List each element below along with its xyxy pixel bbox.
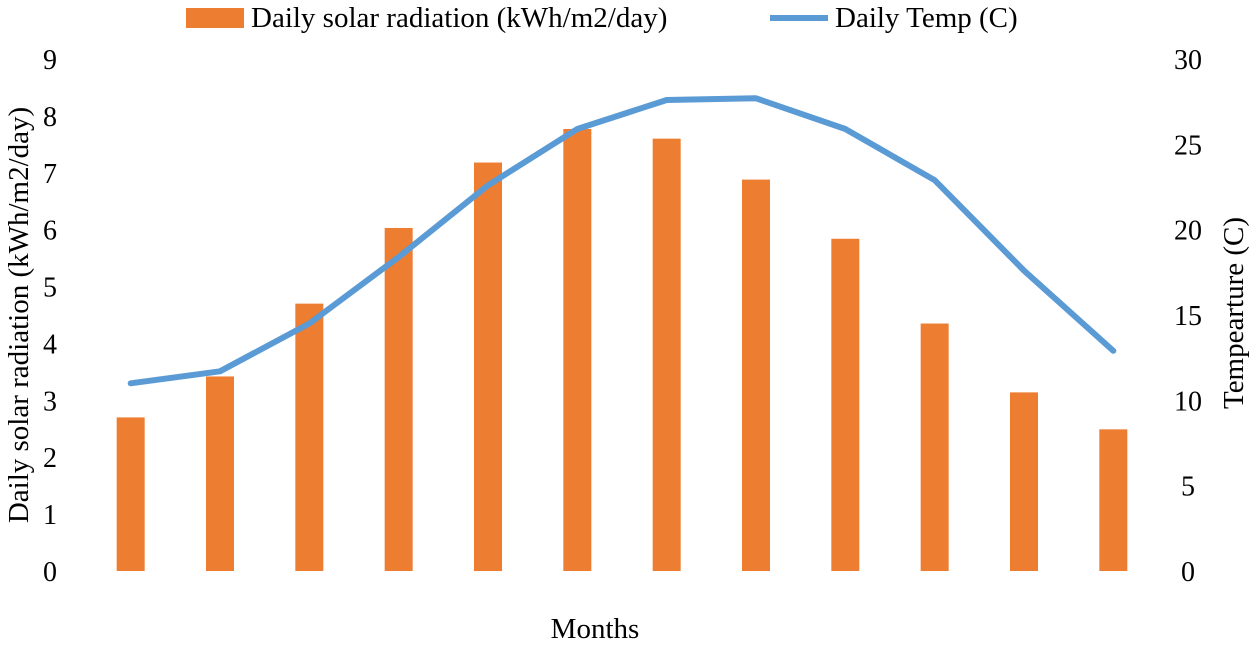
y-axis-left-title: Daily solar radiation (kWh/m2/day) — [3, 107, 35, 523]
y-left-tick-label: 5 — [43, 273, 57, 304]
y-left-tick-label: 2 — [43, 443, 57, 474]
x-axis-title: Months — [551, 613, 640, 645]
bar-solar-radiation — [295, 303, 324, 571]
y-left-tick-label: 0 — [43, 557, 57, 588]
bar-solar-radiation — [831, 238, 860, 571]
bar-solar-radiation — [920, 323, 949, 571]
y-left-tick-label: 6 — [43, 216, 57, 247]
y-right-tick-label: 10 — [1174, 386, 1202, 417]
y-right-tick-label: 0 — [1181, 557, 1195, 588]
y-left-tick-label: 7 — [43, 159, 57, 190]
right-axis-ticks: 0 5 10 15 20 25 30 — [1174, 45, 1202, 588]
y-right-tick-label: 5 — [1181, 472, 1195, 503]
y-right-tick-label: 30 — [1174, 45, 1202, 76]
bar-solar-radiation — [742, 179, 770, 572]
left-axis-ticks: 0 1 2 3 4 5 6 7 8 9 — [43, 45, 57, 588]
bar-solar-radiation — [652, 138, 681, 571]
y-axis-right-title: Tempearture (C) — [1218, 217, 1250, 409]
y-left-tick-label: 9 — [43, 45, 57, 76]
y-left-tick-label: 3 — [43, 386, 57, 417]
solar-radiation-bars — [116, 128, 1128, 572]
bar-solar-radiation — [1099, 429, 1128, 571]
legend-label-solar-radiation: Daily solar radiation (kWh/m2/day) — [251, 2, 667, 34]
bar-solar-radiation — [384, 227, 413, 571]
y-right-tick-label: 25 — [1174, 130, 1202, 161]
bar-solar-radiation — [206, 376, 234, 571]
y-right-tick-label: 20 — [1174, 216, 1202, 247]
bar-solar-radiation — [1010, 392, 1038, 571]
legend-label-temperature: Daily Temp (C) — [835, 2, 1018, 34]
y-left-tick-label: 8 — [43, 102, 57, 133]
bar-solar-radiation — [563, 128, 592, 571]
bar-solar-radiation — [474, 162, 502, 571]
legend-swatch-solar-radiation — [186, 8, 244, 28]
y-left-tick-label: 1 — [43, 500, 57, 531]
y-right-tick-label: 15 — [1174, 301, 1202, 332]
temperature-line — [127, 95, 1117, 387]
bar-solar-radiation — [116, 417, 145, 571]
y-left-tick-label: 4 — [43, 329, 57, 360]
legend: Daily solar radiation (kWh/m2/day) Daily… — [186, 2, 1018, 34]
